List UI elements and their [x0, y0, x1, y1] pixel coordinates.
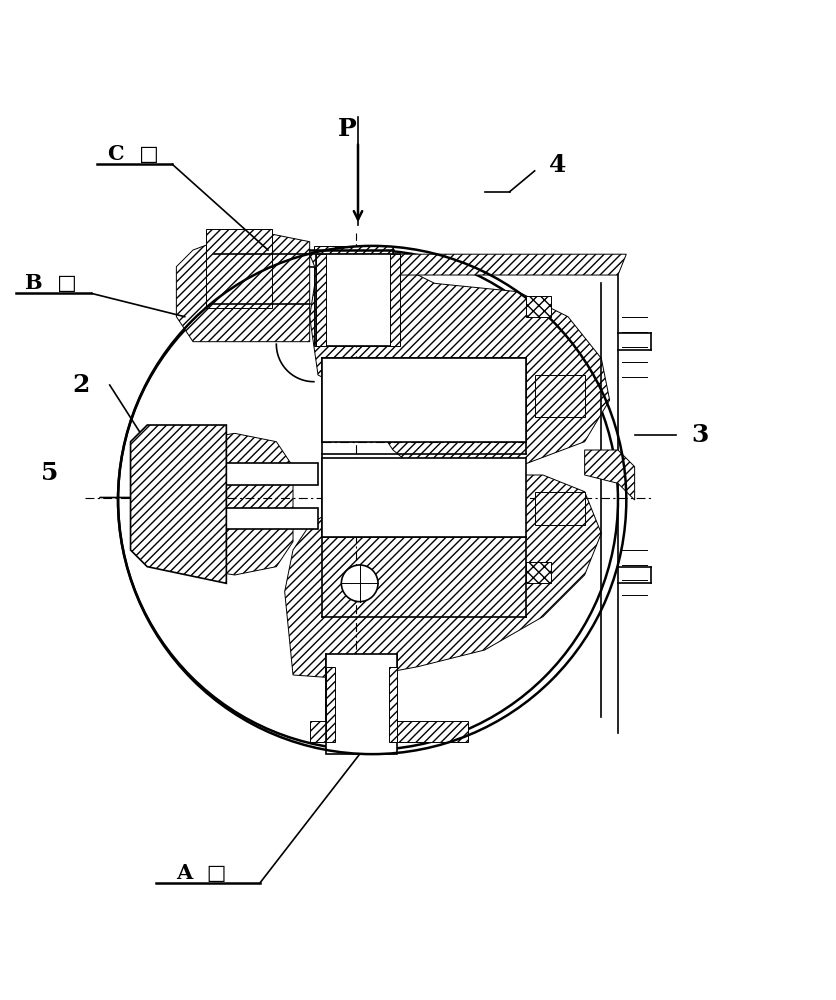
Polygon shape — [168, 433, 293, 575]
Polygon shape — [206, 229, 273, 308]
Text: 5: 5 — [41, 461, 59, 485]
Text: A  □: A □ — [176, 863, 227, 883]
Bar — [322, 358, 527, 442]
Polygon shape — [309, 254, 626, 275]
Polygon shape — [309, 721, 468, 742]
Polygon shape — [314, 246, 393, 346]
Polygon shape — [535, 492, 584, 525]
Bar — [151, 463, 318, 485]
Polygon shape — [390, 254, 400, 346]
Polygon shape — [130, 425, 227, 583]
Circle shape — [118, 250, 618, 750]
Polygon shape — [309, 263, 609, 475]
Text: 4: 4 — [549, 153, 567, 177]
Polygon shape — [389, 667, 397, 742]
Polygon shape — [535, 375, 584, 417]
Text: P: P — [338, 117, 356, 141]
Bar — [151, 508, 318, 529]
Polygon shape — [285, 475, 601, 679]
Text: B  □: B □ — [25, 273, 77, 293]
Text: 3: 3 — [691, 423, 708, 447]
Polygon shape — [326, 667, 334, 742]
Text: 2: 2 — [72, 373, 89, 397]
Polygon shape — [316, 254, 326, 346]
Polygon shape — [527, 296, 551, 317]
Text: C  □: C □ — [108, 144, 159, 164]
Polygon shape — [584, 450, 635, 500]
Circle shape — [341, 565, 378, 602]
Polygon shape — [527, 562, 551, 583]
Bar — [326, 654, 397, 754]
Polygon shape — [176, 233, 309, 342]
Bar — [322, 458, 527, 537]
Bar — [316, 254, 400, 346]
